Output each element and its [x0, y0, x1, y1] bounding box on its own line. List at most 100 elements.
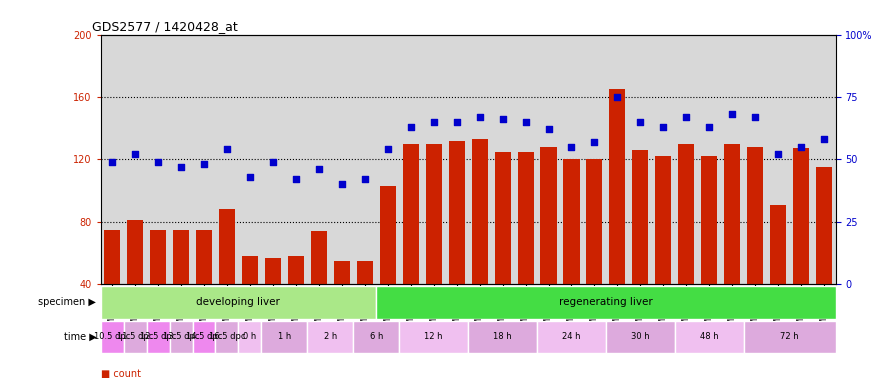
Text: 10.5 dpc: 10.5 dpc — [94, 333, 130, 341]
Point — [634, 119, 648, 125]
Bar — [150, 230, 166, 284]
Bar — [101, 321, 123, 353]
Point — [564, 144, 578, 150]
Bar — [586, 159, 603, 284]
Bar — [307, 321, 354, 353]
Bar — [242, 256, 258, 284]
Point — [427, 119, 441, 125]
Point — [266, 159, 280, 165]
Bar — [399, 321, 468, 353]
Bar — [675, 321, 744, 353]
Point — [587, 139, 601, 145]
Point — [220, 146, 234, 152]
Point — [679, 114, 693, 120]
Bar — [655, 156, 671, 284]
Point — [105, 159, 119, 165]
Bar — [425, 144, 442, 284]
Bar — [472, 139, 487, 284]
Text: 1 h: 1 h — [277, 333, 291, 341]
Point — [151, 159, 165, 165]
Bar — [170, 321, 192, 353]
Point — [174, 164, 188, 170]
Bar — [816, 167, 832, 284]
Text: 6 h: 6 h — [369, 333, 383, 341]
Bar — [357, 261, 373, 284]
Text: 11.5 dpc: 11.5 dpc — [117, 333, 153, 341]
Text: 18 h: 18 h — [493, 333, 512, 341]
Point — [335, 181, 349, 187]
Bar — [333, 261, 350, 284]
Text: 14.5 dpc: 14.5 dpc — [186, 333, 222, 341]
Bar — [288, 256, 304, 284]
Bar — [104, 230, 120, 284]
Bar — [238, 321, 262, 353]
Bar — [192, 321, 215, 353]
Bar — [468, 321, 537, 353]
Point — [289, 176, 303, 182]
Bar — [196, 230, 212, 284]
Bar — [262, 321, 307, 353]
Bar — [606, 321, 675, 353]
Point — [794, 144, 808, 150]
Text: time ▶: time ▶ — [64, 332, 96, 342]
Text: ■ count: ■ count — [101, 369, 141, 379]
Bar — [147, 321, 170, 353]
Bar — [537, 321, 606, 353]
Point — [817, 136, 831, 142]
Bar — [633, 150, 648, 284]
Bar — [744, 321, 836, 353]
Point — [381, 146, 395, 152]
Bar — [747, 147, 763, 284]
Point — [128, 151, 142, 157]
Point — [495, 116, 509, 122]
Text: 24 h: 24 h — [563, 333, 581, 341]
Bar — [127, 220, 144, 284]
Bar — [449, 141, 465, 284]
Bar — [609, 89, 626, 284]
Bar — [265, 258, 281, 284]
Point — [473, 114, 487, 120]
Point — [703, 124, 717, 130]
Point — [312, 166, 326, 172]
Text: 0 h: 0 h — [243, 333, 256, 341]
Bar — [793, 149, 809, 284]
Bar — [564, 159, 579, 284]
Point — [403, 124, 417, 130]
Text: GDS2577 / 1420428_at: GDS2577 / 1420428_at — [92, 20, 238, 33]
Point — [243, 174, 257, 180]
Text: 48 h: 48 h — [700, 333, 718, 341]
Text: specimen ▶: specimen ▶ — [38, 297, 96, 308]
Bar — [219, 209, 235, 284]
Point — [656, 124, 670, 130]
Point — [358, 176, 372, 182]
Text: 12.5 dpc: 12.5 dpc — [140, 333, 176, 341]
Point — [197, 161, 211, 167]
Bar — [402, 144, 419, 284]
Text: 16.5 dpc: 16.5 dpc — [209, 333, 245, 341]
Bar — [215, 321, 238, 353]
Text: 12 h: 12 h — [424, 333, 443, 341]
Bar — [376, 286, 836, 319]
Text: developing liver: developing liver — [197, 297, 280, 308]
Bar — [173, 230, 189, 284]
Bar — [724, 144, 740, 284]
Point — [748, 114, 762, 120]
Bar — [354, 321, 399, 353]
Bar — [380, 186, 396, 284]
Bar — [678, 144, 695, 284]
Point — [611, 94, 625, 100]
Bar — [101, 286, 376, 319]
Text: regenerating liver: regenerating liver — [559, 297, 653, 308]
Text: 13.5 dpc: 13.5 dpc — [163, 333, 200, 341]
Bar — [541, 147, 556, 284]
Bar — [770, 205, 787, 284]
Point — [542, 126, 556, 132]
Point — [450, 119, 464, 125]
Point — [771, 151, 785, 157]
Text: 72 h: 72 h — [780, 333, 799, 341]
Bar — [311, 231, 327, 284]
Point — [725, 111, 739, 118]
Bar — [517, 152, 534, 284]
Bar — [701, 156, 717, 284]
Text: 30 h: 30 h — [631, 333, 650, 341]
